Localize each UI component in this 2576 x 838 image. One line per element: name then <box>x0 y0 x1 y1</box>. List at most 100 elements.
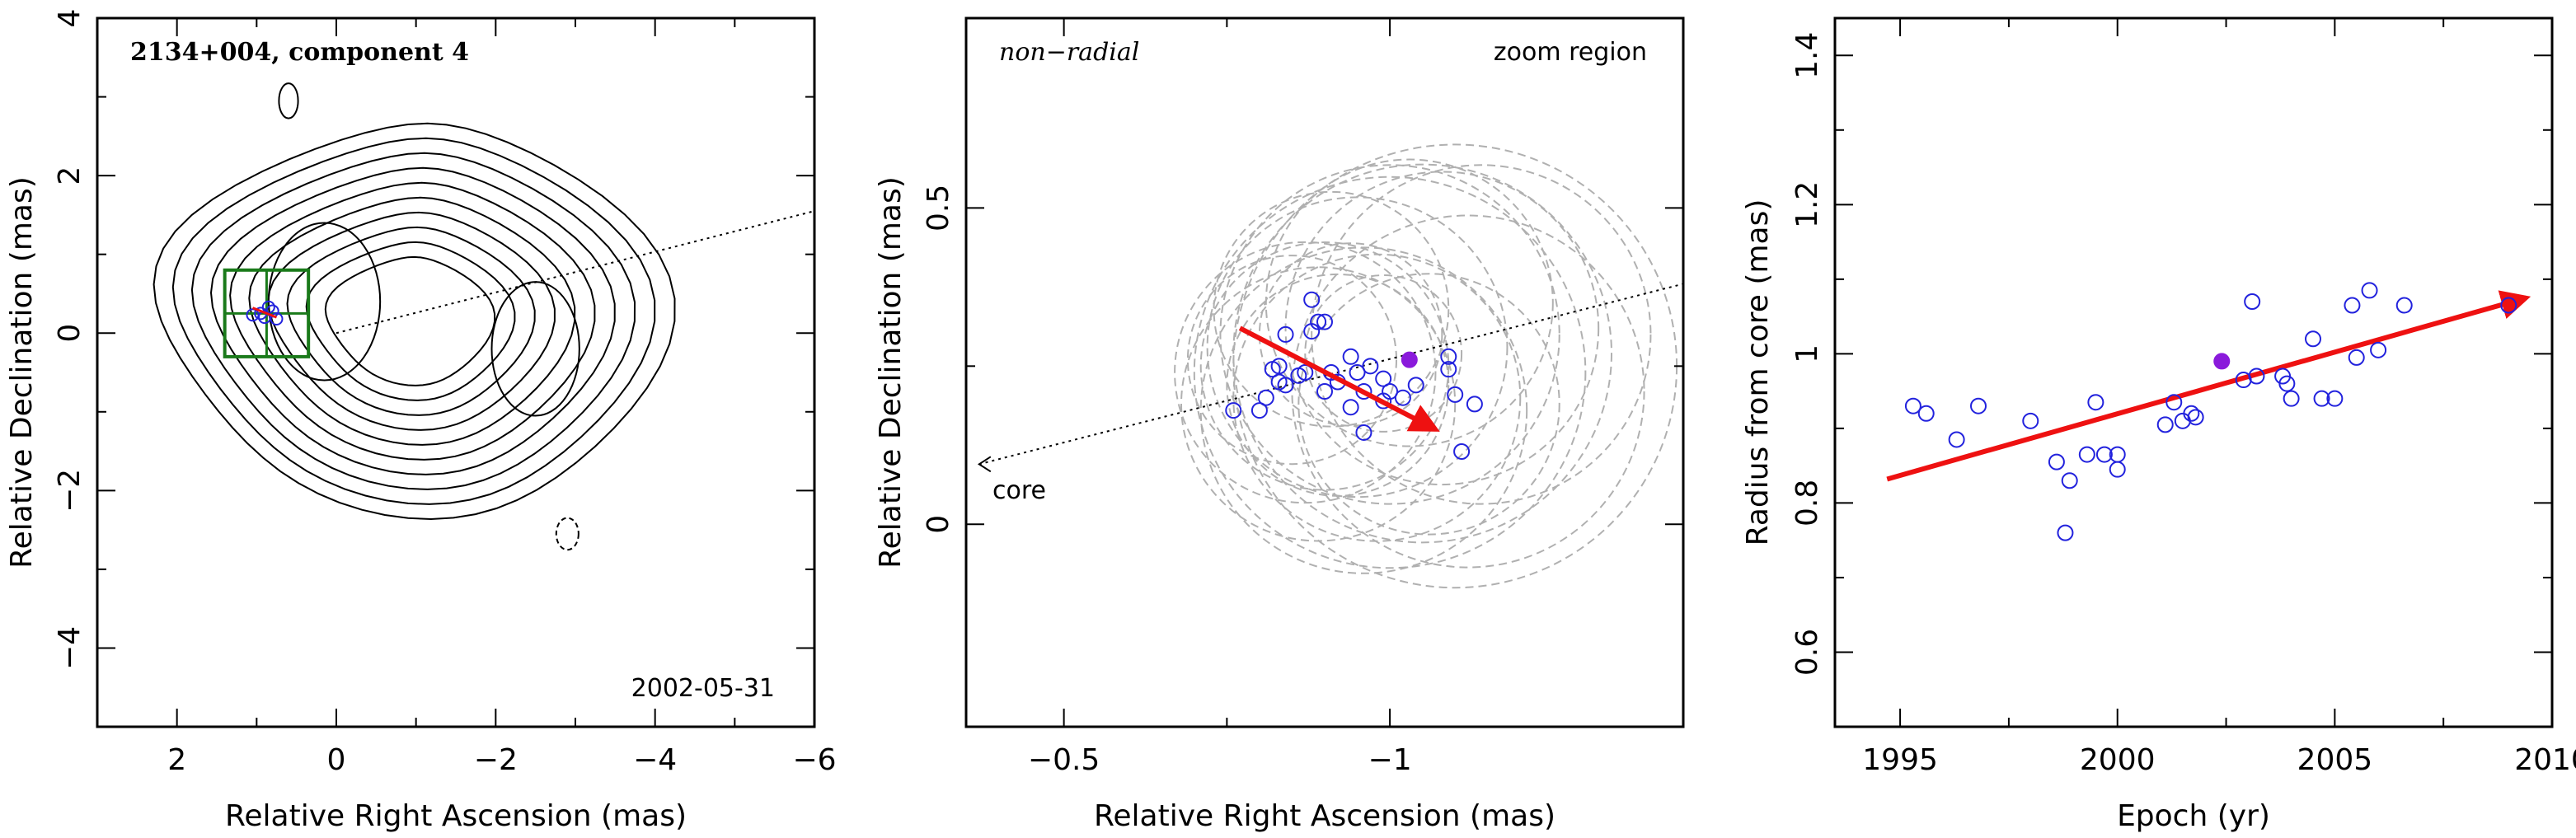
x-tick-label: −0.5 <box>1028 743 1100 777</box>
data-point <box>2326 390 2344 407</box>
y-axis-label: Radius from core (mas) <box>1741 199 1775 546</box>
contour-line <box>229 181 596 461</box>
data-point <box>2313 390 2330 407</box>
contour-lines <box>152 82 676 551</box>
size-circle <box>1297 273 1560 536</box>
component-point <box>1375 370 1392 387</box>
x-tick-label: −1 <box>1368 743 1412 777</box>
component-point <box>1303 323 1321 340</box>
data-point <box>2087 394 2104 411</box>
y-tick-label: 4 <box>53 9 87 28</box>
x-tick-label: 2 <box>167 743 186 777</box>
component-point <box>1407 377 1424 394</box>
contour-overlays <box>223 210 815 358</box>
size-circle <box>1180 266 1457 542</box>
plot-frame <box>96 16 816 728</box>
contour-line <box>324 255 496 386</box>
contour-panel: 2 0 −2 −4 −6 −4 −2 0 2 4 2134+004, component 4 20… <box>5 9 837 833</box>
size-circle <box>1226 273 1450 497</box>
zoom-panel: −0.5 −1 0 0.5 non−radial zoom region core R… <box>874 16 1685 833</box>
contour-line <box>190 152 636 490</box>
data-point <box>2057 524 2074 541</box>
x-tick-label: 0 <box>327 743 346 777</box>
y-tick-label: 0 <box>922 515 955 534</box>
axis-ticks: 2 0 −2 −4 −6 −4 −2 0 2 4 <box>53 9 837 777</box>
component-point <box>1303 291 1321 308</box>
data-point <box>2283 390 2300 407</box>
x-axis-label: Epoch (yr) <box>2117 799 2270 833</box>
motion-vector <box>1238 325 1440 432</box>
radius-overlays <box>1886 282 2531 541</box>
size-circle <box>1284 171 1600 486</box>
y-axis-label: Relative Declination (mas) <box>874 176 908 569</box>
x-axis-label: Relative Right Ascension (mas) <box>225 799 687 833</box>
component-point <box>1250 402 1268 419</box>
component-point <box>1316 313 1333 330</box>
component-point <box>1355 383 1372 400</box>
x-axis-label: Relative Right Ascension (mas) <box>1094 799 1555 833</box>
size-circle <box>1304 274 1463 433</box>
direction-line <box>335 210 815 335</box>
y-tick-label: −2 <box>53 469 87 513</box>
size-circle <box>1206 196 1509 499</box>
map-title: 2134+004, component 4 <box>130 38 469 67</box>
component-point <box>1297 364 1314 381</box>
y-tick-label: 1 <box>1790 344 1824 363</box>
component-point <box>1355 424 1372 441</box>
x-tick-label: 2005 <box>2297 743 2373 777</box>
contour-line <box>267 211 556 431</box>
component-point <box>1342 348 1359 365</box>
component-point <box>1394 389 1411 406</box>
plot-frame <box>964 16 1685 728</box>
contour-line <box>209 166 616 475</box>
negative-contour <box>555 517 579 551</box>
x-tick-label: −4 <box>633 743 677 777</box>
data-point <box>2370 341 2387 358</box>
component-point <box>1342 399 1359 416</box>
size-circle <box>1199 241 1450 491</box>
x-tick-label: 1995 <box>1862 743 1938 777</box>
motion-type-label: non−radial <box>999 38 1139 67</box>
size-circle <box>1232 163 1612 544</box>
component-point <box>1316 383 1333 400</box>
zoom-overlays <box>977 283 1684 473</box>
component-point <box>1257 389 1274 406</box>
contour-line <box>171 137 656 505</box>
component-point <box>1447 386 1464 403</box>
data-point <box>2500 297 2517 314</box>
zoom-region-label: zoom region <box>1494 38 1647 67</box>
contour-line <box>152 122 676 521</box>
size-circle <box>1311 164 1652 505</box>
axis-ticks: −0.5 −1 0 0.5 <box>922 18 1683 777</box>
size-circle <box>1174 241 1437 504</box>
fit-line <box>1886 290 2531 482</box>
data-point <box>2165 394 2183 411</box>
y-tick-label: 2 <box>53 166 87 185</box>
data-point <box>2095 446 2113 463</box>
epoch-date-label: 2002-05-31 <box>631 674 775 703</box>
size-circle <box>1186 255 1398 466</box>
size-circle <box>1213 190 1450 428</box>
y-tick-label: 0.6 <box>1790 629 1824 676</box>
data-point <box>1904 397 1921 414</box>
size-circle <box>1199 246 1528 574</box>
core-arrow <box>977 456 992 473</box>
component-point <box>1440 361 1457 378</box>
data-point <box>2395 297 2413 314</box>
size-circle <box>1219 164 1560 505</box>
data-point <box>2109 461 2126 478</box>
component-point <box>1362 358 1379 375</box>
core-label: core <box>992 476 1046 505</box>
motion-vector <box>251 307 278 319</box>
component-point <box>1440 348 1457 365</box>
data-point <box>2048 453 2065 470</box>
y-tick-label: 0 <box>53 324 87 343</box>
data-point <box>2278 375 2296 392</box>
data-point <box>1948 431 1965 448</box>
y-tick-label: 0.8 <box>1790 480 1824 527</box>
contour-line <box>278 82 299 119</box>
current-epoch-point <box>2213 353 2231 370</box>
x-tick-label: −6 <box>792 743 836 777</box>
